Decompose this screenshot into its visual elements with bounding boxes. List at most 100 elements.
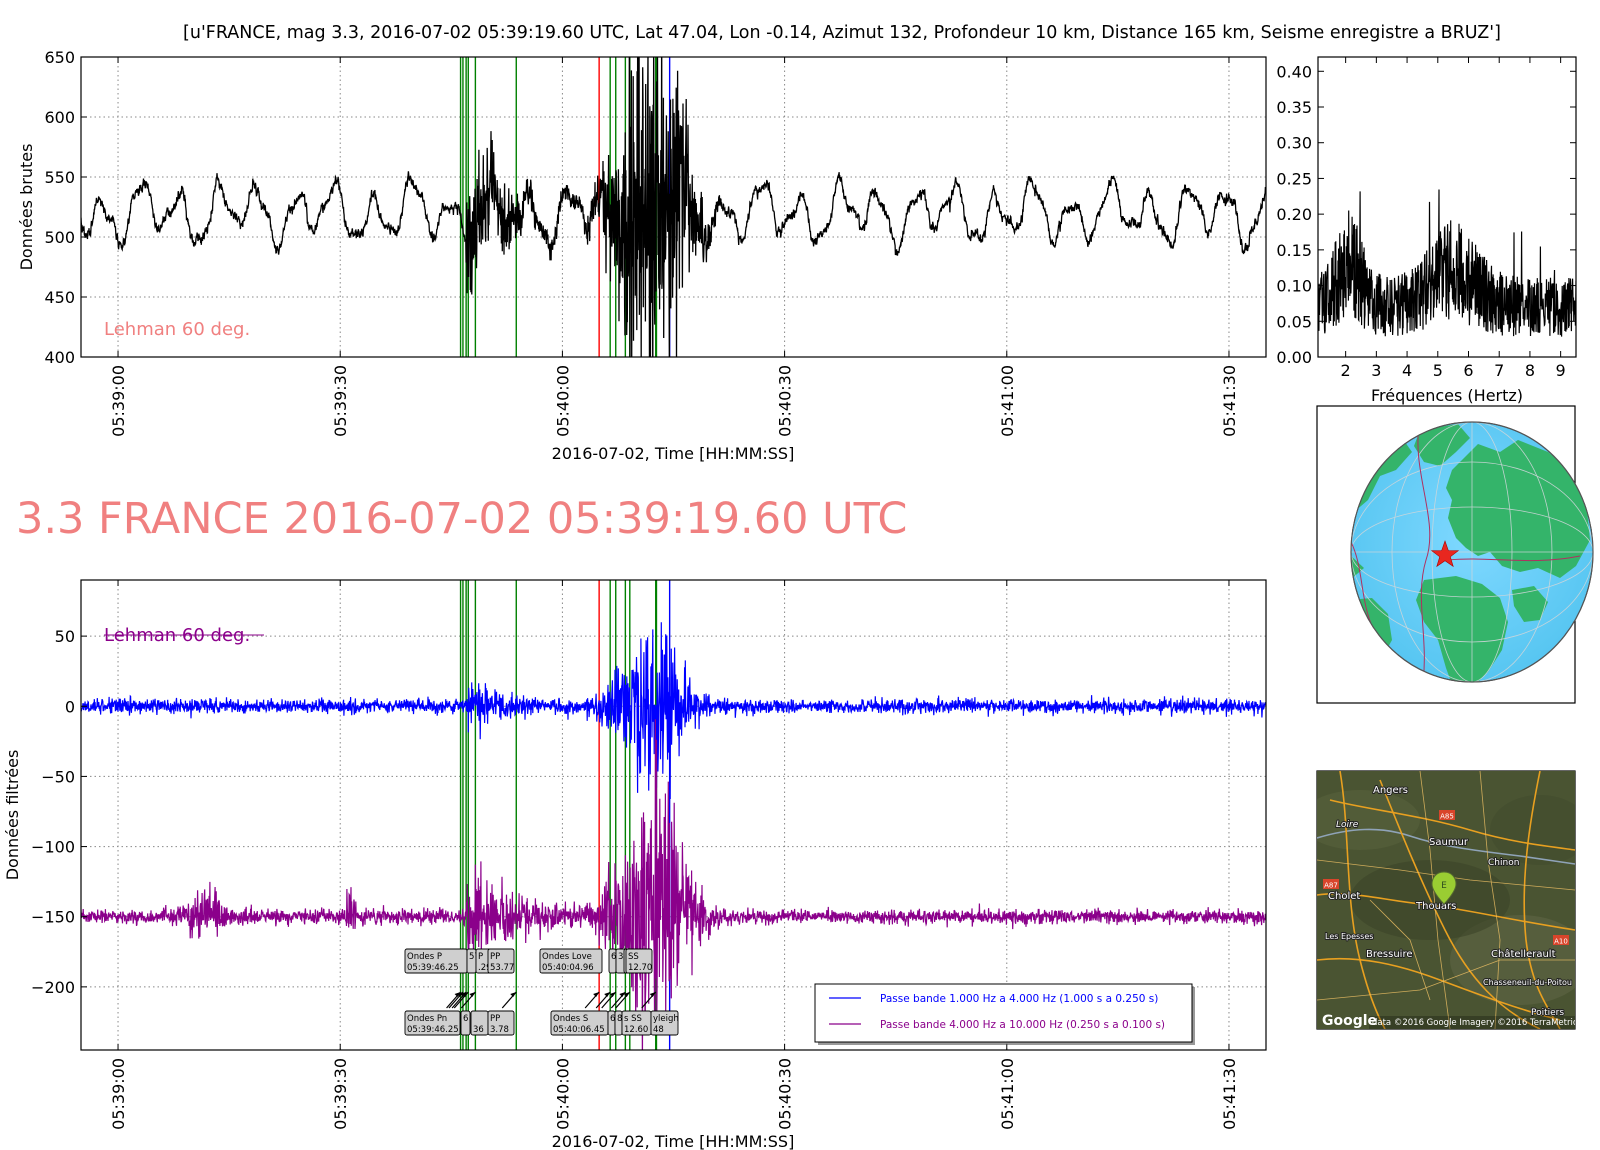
phase-label-bottom-name: Ondes Pn: [407, 1014, 447, 1024]
legend-label-purple: Passe bande 4.000 Hz a 10.000 Hz (0.250 …: [880, 1019, 1165, 1031]
phase-label-bottom-name: 8: [617, 1014, 622, 1024]
map-label-loire: Loire: [1336, 820, 1359, 830]
phase-label-bottom-time: 48: [653, 1025, 664, 1035]
phase-label-top-name: Ondes Love: [542, 952, 592, 962]
filtered-phase-markers: [459, 580, 671, 1050]
land-north-america: [1351, 432, 1412, 580]
map-pin-label: E: [1441, 881, 1447, 891]
legend-label-blue: Passe bande 1.000 Hz a 4.000 Hz (1.000 s…: [880, 993, 1158, 1005]
raw-y-tick-label: 550: [44, 168, 75, 187]
raw-annotation: Lehman 60 deg.: [104, 319, 250, 340]
filtered-x-tick-label: 05:39:00: [109, 1058, 128, 1130]
raw-x-label: 2016-07-02, Time [HH:MM:SS]: [552, 444, 795, 463]
spectrum-y-tick-label: 0.35: [1276, 98, 1312, 117]
map-label-a10: A10: [1554, 938, 1568, 946]
filtered-x-tick-label: 05:40:30: [776, 1058, 795, 1130]
spectrum-x-axis: 2 3 4 5 6 7 8 9: [1341, 57, 1566, 380]
spectrum-y-tick-label: 0.40: [1276, 62, 1312, 81]
map-label-cholet: Cholet: [1328, 891, 1360, 902]
spectrum-chart: 0.00 0.05 0.10 0.15 0.20 0.25 0.30 0.35 0.40 2 3 4…: [1276, 56, 1577, 405]
filtered-x-tick-label: 05:40:00: [553, 1058, 572, 1130]
phase-arrowhead: [510, 992, 517, 997]
spectrum-y-axis: 0.00 0.05 0.10 0.15 0.20 0.25 0.30 0.35 0.40: [1276, 62, 1576, 367]
map-label-chatellerault: Châtellerault: [1491, 948, 1556, 960]
raw-trace: [81, 57, 1266, 357]
spectrum-trace: [1318, 189, 1576, 337]
map-google-logo: Google: [1322, 1013, 1377, 1029]
map-label-poitiers: Poitiers: [1531, 1008, 1564, 1018]
filtered-frame: [80, 579, 1267, 1051]
map-label-chinon: Chinon: [1488, 858, 1519, 868]
road-shield-a10: [1553, 935, 1569, 945]
phase-label-bottom-name: s SS: [624, 1014, 642, 1024]
phase-arrowhead: [469, 992, 476, 997]
filtered-y-tick-label: −50: [41, 767, 75, 786]
phase-label-bottom-name: 6: [610, 1014, 615, 1024]
spectrum-x-tick-label: 3: [1371, 361, 1381, 380]
phase-label-top-name: 6: [611, 952, 616, 962]
road-shield-a87: [1323, 879, 1339, 889]
spectrum-x-tick-label: 8: [1525, 361, 1535, 380]
filtered-y-tick-label: −100: [31, 838, 75, 857]
spectrum-y-tick-label: 0.00: [1276, 348, 1312, 367]
map-label-thouars: Thouars: [1415, 901, 1456, 912]
phase-label-bottom-box: [650, 1010, 679, 1036]
raw-x-axis: 05:39:00 05:39:30 05:40:00 05:40:30 05:41:00…: [109, 57, 1239, 437]
phase-arrowhead: [456, 992, 463, 997]
globe-graticule: [1351, 422, 1593, 682]
filtered-y-axis: −200 −150 −100 −50 0 50: [31, 627, 87, 997]
filtered-y-tick-label: −150: [31, 908, 75, 927]
raw-frame: [80, 56, 1267, 358]
map-label-a87: A87: [1324, 882, 1338, 890]
phase-arrowhead: [649, 992, 656, 997]
filtered-x-tick-label: 05:41:00: [998, 1058, 1017, 1130]
spectrum-x-tick-label: 7: [1494, 361, 1504, 380]
phase-label-bottom-name: Ondes S: [553, 1014, 588, 1024]
phase-label-top-name: 57: [469, 952, 480, 962]
land-greenland: [1414, 424, 1470, 466]
phase-arrowhead: [462, 992, 469, 997]
map-label-chasseneuil: Chasseneuil-du-Poitou: [1483, 978, 1572, 987]
filtered-legend: Passe bande 1.000 Hz a 4.000 Hz (1.000 s…: [814, 983, 1195, 1045]
filtered-y-tick-label: 50: [55, 627, 75, 646]
map-label-bressuire: Bressuire: [1366, 949, 1412, 960]
phase-label-bottom-box: [487, 1010, 515, 1036]
phase-label-top-name: 34: [618, 952, 629, 962]
map-label-saumur: Saumur: [1429, 837, 1469, 848]
phase-label-top-time: 05:39:46.25: [407, 963, 459, 973]
map-label-les-epesses: Les Epesses: [1325, 932, 1373, 941]
phase-label-bottom-name: 6: [463, 1014, 468, 1024]
phase-label-top-name: Ondes P: [407, 952, 442, 962]
filtered-x-tick-label: 05:39:30: [331, 1058, 350, 1130]
spectrum-y-tick-label: 0.15: [1276, 241, 1312, 260]
phase-label-bottom-time: 3.78: [490, 1025, 509, 1035]
raw-y-tick-label: 650: [44, 48, 75, 67]
spectrum-x-tick-label: 2: [1341, 361, 1351, 380]
raw-x-tick-label: 05:40:30: [776, 365, 795, 437]
land-africa: [1416, 576, 1508, 682]
filtered-y-tick-label: −200: [31, 978, 75, 997]
filtered-series-4hz-10hz: [81, 719, 1266, 1050]
raw-y-tick-label: 400: [44, 348, 75, 367]
filtered-y-label: Données filtrées: [3, 750, 22, 881]
plate-boundary: [1417, 422, 1431, 682]
spectrum-y-tick-label: 0.10: [1276, 277, 1312, 296]
filtered-x-axis: 05:39:00 05:39:30 05:40:00 05:40:30 05:41:00…: [109, 580, 1239, 1130]
filtered-x-tick-label: 05:41:30: [1220, 1058, 1239, 1130]
spectrum-x-tick-label: 5: [1433, 361, 1443, 380]
spectrum-y-tick-label: 0.05: [1276, 312, 1312, 331]
raw-y-label: Données brutes: [17, 144, 36, 271]
phase-label-top-name: PP: [490, 952, 500, 962]
spectrum-x-tick-label: 6: [1463, 361, 1473, 380]
spectrum-x-tick-label: 9: [1556, 361, 1566, 380]
figure-title: [u'FRANCE, mag 3.3, 2016-07-02 05:39:19.…: [183, 23, 1501, 43]
phase-label-top-box: [539, 948, 603, 974]
raw-y-tick-label: 450: [44, 288, 75, 307]
raw-y-tick-label: 500: [44, 228, 75, 247]
globe-inset: [1316, 405, 1594, 704]
phase-label-bottom-time: 12.60: [624, 1025, 648, 1035]
event-big-title: 3.3 FRANCE 2016-07-02 05:39:19.60 UTC: [16, 494, 907, 544]
raw-y-tick-label: 600: [44, 108, 75, 127]
